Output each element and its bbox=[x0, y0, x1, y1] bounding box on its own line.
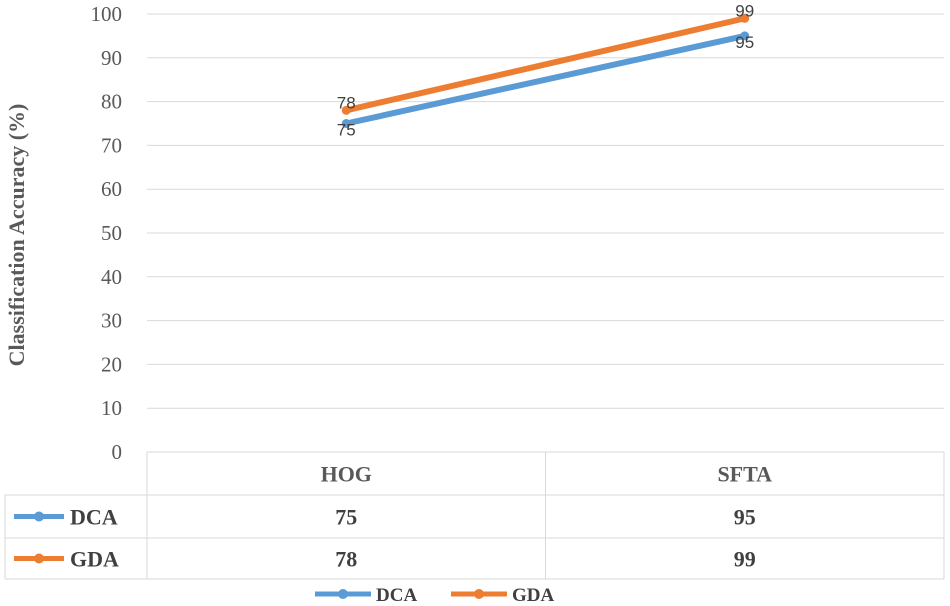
series-line-dca bbox=[343, 32, 748, 127]
point-gda-hog bbox=[341, 105, 351, 115]
table-series-label-gda: GDA bbox=[70, 547, 119, 572]
y-tick-label-90: 90 bbox=[101, 46, 122, 70]
point-gda-sfta bbox=[740, 13, 750, 23]
point-dca-sfta bbox=[740, 31, 750, 41]
table-cell-dca-sfta: 95 bbox=[734, 505, 756, 530]
data-label-dca-hog: 75 bbox=[337, 121, 356, 140]
point-dca-hog bbox=[341, 119, 351, 128]
y-tick-label-0: 0 bbox=[112, 440, 123, 464]
y-axis-title: Classification Accuracy (%) bbox=[4, 104, 29, 367]
legend: DCA GDA bbox=[315, 585, 555, 606]
series-lines bbox=[341, 13, 750, 128]
table-series-label-dca: DCA bbox=[70, 505, 118, 530]
data-label-gda-sfta: 99 bbox=[735, 1, 754, 20]
data-labels: 75 95 78 99 bbox=[337, 1, 754, 139]
gridlines bbox=[147, 13, 944, 409]
data-label-gda-hog: 78 bbox=[337, 93, 356, 112]
table-key-marker-dca bbox=[34, 511, 44, 522]
legend-label-dca: DCA bbox=[376, 585, 417, 606]
table-cell-gda-hog: 78 bbox=[335, 547, 357, 572]
y-tick-label-70: 70 bbox=[101, 133, 122, 157]
y-tick-label-20: 20 bbox=[101, 352, 122, 376]
data-label-dca-sfta: 95 bbox=[735, 33, 754, 52]
y-tick-label-10: 10 bbox=[101, 396, 122, 420]
y-axis-ticks: 0 10 20 30 40 50 60 70 80 90 100 bbox=[91, 2, 123, 464]
legend-marker-dca bbox=[338, 589, 348, 599]
table-cell-dca-hog: 75 bbox=[335, 505, 357, 530]
x-category-label-hog: HOG bbox=[321, 462, 372, 487]
series-line-gda bbox=[343, 15, 748, 114]
legend-label-gda: GDA bbox=[512, 585, 555, 606]
y-tick-label-50: 50 bbox=[101, 221, 122, 245]
legend-marker-gda bbox=[474, 589, 484, 599]
data-table: HOG SFTA DCA 75 95 GDA 78 99 bbox=[4, 451, 945, 580]
y-tick-label-60: 60 bbox=[101, 177, 122, 201]
y-tick-label-30: 30 bbox=[101, 309, 122, 333]
table-cell-gda-sfta: 99 bbox=[734, 547, 756, 572]
y-tick-label-40: 40 bbox=[101, 265, 122, 289]
table-key-marker-gda bbox=[34, 553, 44, 564]
y-tick-label-100: 100 bbox=[91, 2, 123, 26]
y-tick-label-80: 80 bbox=[101, 90, 122, 114]
x-category-label-sfta: SFTA bbox=[717, 462, 772, 487]
